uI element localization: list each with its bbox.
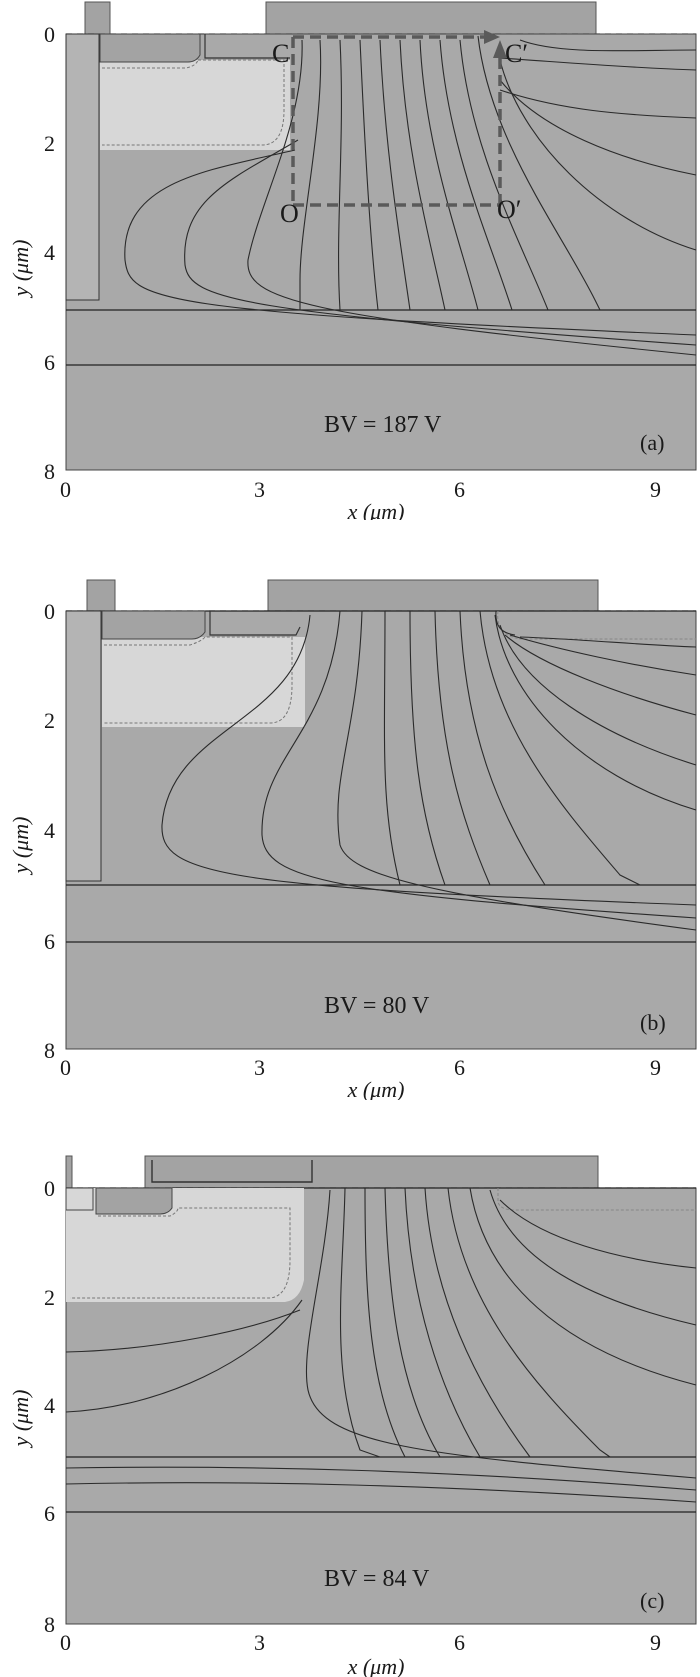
x-axis-label: x (μm) (347, 499, 405, 520)
panel-a-plot: C C′ O O′ BV = 187 V (a) 0 2 4 6 8 y (μm… (8, 1, 697, 520)
drain-region-boundary (497, 1188, 696, 1211)
y-tick: 4 (44, 240, 55, 265)
source-contact-region (99, 33, 201, 63)
y-axis-label: y (μm) (8, 817, 33, 876)
y-tick: 0 (44, 599, 55, 624)
y-tick: 8 (44, 1612, 55, 1637)
label-o-prime: O′ (497, 195, 521, 224)
potential-contours (161, 610, 697, 931)
x-tick: 9 (650, 1055, 661, 1080)
x-tick: 9 (650, 1630, 661, 1655)
x-tick: 3 (254, 1630, 265, 1655)
electrode-source (84, 1, 111, 35)
y-tick: 0 (44, 22, 55, 47)
x-tick: 0 (60, 1630, 71, 1655)
panel-b: BV = 80 V (b) 0 2 4 6 8 y (μm) 0 3 6 9 x… (0, 575, 700, 1100)
y-tick: 4 (44, 818, 55, 843)
potential-contours (65, 1187, 697, 1503)
x-tick: 3 (254, 477, 265, 502)
electrode-source (65, 1155, 73, 1189)
trench-region (65, 33, 100, 301)
body-region (100, 60, 290, 150)
y-tick: 2 (44, 708, 55, 733)
y-tick: 8 (44, 1038, 55, 1063)
x-tick: 3 (254, 1055, 265, 1080)
junction-boundary (102, 59, 285, 146)
panel-a: C C′ O O′ BV = 187 V (a) 0 2 4 6 8 y (μm… (0, 0, 700, 520)
junction-boundary (104, 636, 293, 724)
panel-b-plot: BV = 80 V (b) 0 2 4 6 8 y (μm) 0 3 6 9 x… (8, 579, 697, 1100)
potential-contours (124, 35, 697, 356)
breakdown-voltage-label: BV = 84 V (324, 1566, 430, 1592)
y-axis-label: y (μm) (8, 240, 33, 299)
panel-tag: (c) (640, 1588, 664, 1613)
y-tick: 6 (44, 1501, 55, 1526)
y-axis-label: y (μm) (8, 1390, 33, 1449)
source-n-plus (65, 1187, 94, 1211)
panel-tag: (b) (640, 1010, 666, 1035)
label-c: C (272, 39, 289, 68)
panel-tag: (a) (640, 430, 664, 455)
electrode-gate (265, 1, 597, 35)
x-tick: 9 (650, 477, 661, 502)
x-tick: 0 (60, 477, 71, 502)
y-tick: 4 (44, 1393, 55, 1418)
gate-oxide (209, 611, 301, 636)
label-c-prime: C′ (505, 39, 528, 68)
x-tick: 6 (454, 1630, 465, 1655)
y-tick: 6 (44, 929, 55, 954)
path-arrowhead-top-icon (484, 30, 500, 44)
source-contact-region (95, 1187, 173, 1215)
breakdown-voltage-label: BV = 80 V (324, 993, 430, 1019)
integration-path (291, 35, 502, 207)
y-tick: 2 (44, 1285, 55, 1310)
body-region (102, 637, 305, 727)
electrode-gate (144, 1155, 599, 1189)
x-axis-label: x (μm) (347, 1654, 405, 1677)
gate-oxide (204, 34, 290, 59)
x-tick: 6 (454, 1055, 465, 1080)
x-tick: 6 (454, 477, 465, 502)
source-contact-region (101, 610, 206, 640)
x-axis-label: x (μm) (347, 1077, 405, 1100)
panel-c-plot: BV = 84 V (c) 0 2 4 6 8 y (μm) 0 3 6 9 x… (8, 1155, 697, 1677)
panel-c: BV = 84 V (c) 0 2 4 6 8 y (μm) 0 3 6 9 x… (0, 1150, 700, 1677)
y-tick: 6 (44, 350, 55, 375)
x-tick: 0 (60, 1055, 71, 1080)
trench-region (65, 610, 102, 882)
y-tick: 0 (44, 1176, 55, 1201)
label-o: O (280, 199, 299, 228)
junction-boundary (70, 1207, 291, 1299)
path-arrowhead-icon (493, 40, 507, 58)
gate-plate (151, 1160, 313, 1183)
y-tick: 2 (44, 131, 55, 156)
breakdown-voltage-label: BV = 187 V (324, 412, 442, 438)
electrode-source (86, 579, 116, 612)
y-tick: 8 (44, 459, 55, 484)
electrode-gate (267, 579, 599, 612)
